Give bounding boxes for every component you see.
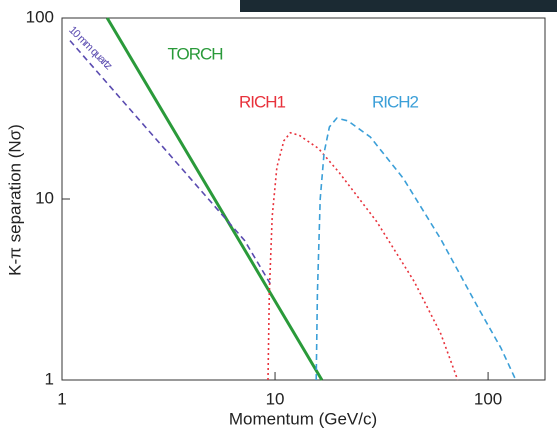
photo-fragment: [240, 0, 557, 12]
x-tick-label: 10: [266, 389, 285, 408]
x-tick-label: 1: [57, 389, 66, 408]
series-label: RICH1: [239, 92, 286, 111]
y-tick-label: 100: [26, 7, 54, 26]
series-line: [69, 40, 271, 285]
x-axis-label: Momentum (GeV/c): [229, 409, 377, 428]
series-label: RICH2: [372, 92, 419, 111]
x-tick-label: 100: [474, 389, 502, 408]
series-line: [267, 131, 459, 381]
y-tick-label: 10: [35, 188, 54, 207]
plot-frame: [61, 17, 546, 381]
y-axis-label: K-π separation (Nσ): [5, 124, 24, 276]
y-tick-label: 1: [45, 369, 54, 388]
series-line: [105, 17, 324, 381]
series-label: TORCH: [167, 44, 222, 63]
series-line: [315, 117, 517, 381]
